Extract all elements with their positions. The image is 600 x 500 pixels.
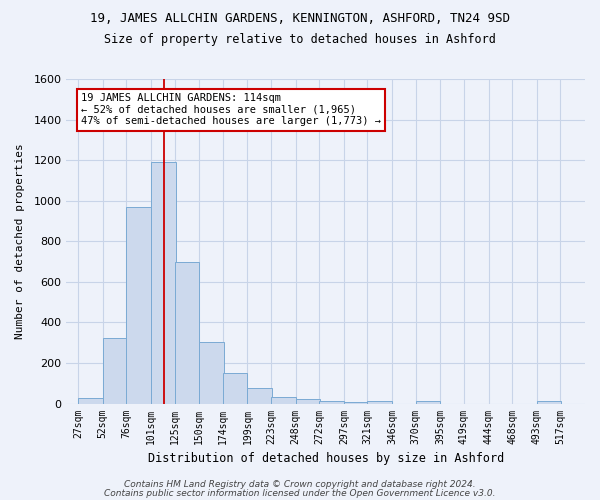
Bar bbox=[344, 402, 368, 404]
Text: 19, JAMES ALLCHIN GARDENS, KENNINGTON, ASHFORD, TN24 9SD: 19, JAMES ALLCHIN GARDENS, KENNINGTON, A… bbox=[90, 12, 510, 26]
Text: Contains HM Land Registry data © Crown copyright and database right 2024.: Contains HM Land Registry data © Crown c… bbox=[124, 480, 476, 489]
Bar bbox=[367, 400, 392, 404]
Bar bbox=[103, 338, 127, 404]
Bar bbox=[223, 373, 247, 404]
Bar bbox=[199, 342, 224, 404]
Y-axis label: Number of detached properties: Number of detached properties bbox=[15, 144, 25, 339]
Bar bbox=[127, 207, 151, 404]
Bar bbox=[296, 400, 320, 404]
Bar bbox=[175, 262, 199, 404]
Bar bbox=[319, 400, 344, 404]
Text: Size of property relative to detached houses in Ashford: Size of property relative to detached ho… bbox=[104, 32, 496, 46]
Bar bbox=[537, 400, 562, 404]
Text: Contains public sector information licensed under the Open Government Licence v3: Contains public sector information licen… bbox=[104, 488, 496, 498]
Bar bbox=[78, 398, 103, 404]
Bar bbox=[416, 400, 440, 404]
X-axis label: Distribution of detached houses by size in Ashford: Distribution of detached houses by size … bbox=[148, 452, 504, 465]
Bar bbox=[247, 388, 272, 404]
Bar bbox=[271, 398, 296, 404]
Bar bbox=[151, 162, 176, 404]
Text: 19 JAMES ALLCHIN GARDENS: 114sqm
← 52% of detached houses are smaller (1,965)
47: 19 JAMES ALLCHIN GARDENS: 114sqm ← 52% o… bbox=[81, 93, 381, 126]
